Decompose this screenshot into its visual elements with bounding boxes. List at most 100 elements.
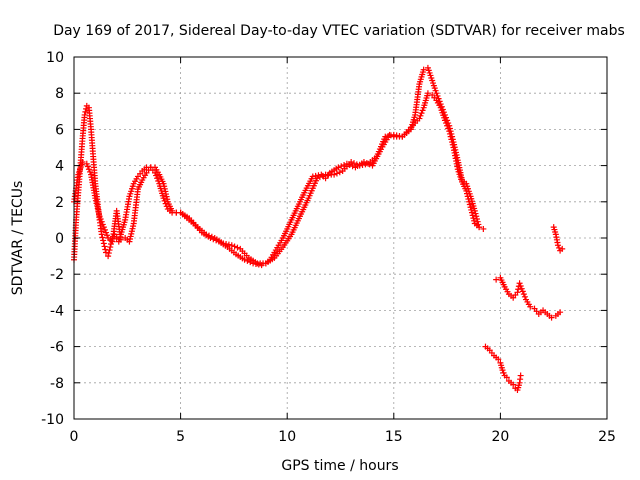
x-tick-label: 15 [385, 429, 403, 445]
data-point-marker [223, 241, 230, 248]
data-point-marker [160, 195, 167, 202]
data-point-marker [441, 117, 448, 124]
data-point-marker [518, 285, 525, 292]
data-point-marker [517, 282, 524, 289]
y-axis-label: SDTVAR / TECUs [10, 181, 26, 296]
data-point-marker [101, 243, 108, 250]
x-tick-label: 10 [278, 429, 296, 445]
data-point-marker [316, 174, 323, 181]
data-point-marker [359, 161, 366, 168]
data-point-marker [559, 245, 566, 252]
data-point-marker [169, 207, 176, 214]
data-point-marker [385, 133, 392, 140]
data-point-marker [515, 286, 522, 293]
data-point-marker [519, 288, 526, 295]
data-point-marker [527, 303, 534, 310]
x-tick-label: 20 [491, 429, 509, 445]
y-tick-label: 0 [55, 231, 64, 247]
data-point-marker [100, 240, 107, 247]
series-trace [71, 90, 483, 267]
y-tick-label: -6 [50, 340, 64, 356]
data-point-marker [106, 247, 113, 254]
data-point-marker [500, 369, 507, 376]
data-point-marker [493, 276, 500, 283]
data-point-marker [393, 132, 400, 139]
data-point-marker [419, 107, 426, 114]
data-point-marker [514, 289, 521, 296]
data-point-marker [420, 66, 427, 73]
data-point-marker [83, 105, 90, 112]
data-point-marker [469, 212, 476, 219]
data-point-marker [387, 132, 394, 139]
data-point-marker [98, 218, 105, 225]
data-point-marker [433, 90, 440, 97]
data-point-marker [338, 163, 345, 170]
data-point-marker [208, 233, 215, 240]
data-point-marker [99, 234, 106, 241]
grid-lines [74, 57, 607, 419]
data-point-marker [556, 244, 563, 251]
data-point-marker [447, 133, 454, 140]
data-point-marker [96, 213, 103, 220]
data-point-marker [499, 367, 506, 374]
data-point-marker [516, 280, 523, 287]
data-point-marker [241, 256, 248, 263]
data-point-marker [548, 314, 555, 321]
data-point-marker [105, 253, 112, 260]
data-point-marker [85, 166, 92, 173]
y-tick-label: -2 [50, 267, 64, 283]
data-point-marker [449, 139, 456, 146]
data-point-marker [480, 225, 487, 232]
data-point-marker [554, 242, 561, 249]
data-point-marker [356, 162, 363, 169]
data-point-marker [107, 244, 114, 251]
x-tick-label: 0 [70, 429, 79, 445]
data-point-marker [510, 381, 517, 388]
data-point-marker [113, 235, 120, 241]
data-point-marker [83, 160, 90, 167]
data-point-marker [434, 92, 441, 99]
y-tick-label: -4 [50, 303, 64, 319]
data-point-marker [97, 215, 104, 222]
data-point-marker [418, 110, 425, 117]
data-point-marker [470, 215, 477, 222]
data-point-marker [382, 133, 389, 140]
data-point-marker [446, 130, 453, 137]
data-point-marker [102, 249, 109, 256]
data-point-marker [86, 168, 93, 175]
data-point-marker [495, 356, 502, 363]
data-point-marker [517, 372, 524, 379]
data-point-marker [468, 206, 475, 213]
data-point-marker [444, 122, 451, 129]
data-point-marker [206, 232, 213, 239]
data-point-marker [152, 169, 159, 176]
data-point-marker [348, 158, 355, 165]
data-point-marker [319, 172, 326, 179]
x-tick-label: 25 [598, 429, 616, 445]
data-point-marker [464, 193, 471, 200]
data-point-marker [335, 164, 342, 171]
data-point-marker [98, 231, 105, 238]
data-point-marker [521, 293, 528, 300]
y-tick-label: 6 [55, 122, 64, 138]
data-point-marker [446, 128, 453, 135]
data-point-marker [105, 250, 112, 257]
data-points [71, 64, 566, 394]
data-point-marker [424, 90, 431, 97]
data-point-marker [416, 115, 423, 122]
data-point-marker [231, 243, 238, 250]
data-point-marker [100, 224, 107, 231]
data-point-marker [471, 217, 478, 224]
data-point-marker [463, 190, 470, 197]
data-point-marker [476, 224, 483, 231]
data-point-marker [153, 172, 160, 179]
series-trace [493, 274, 564, 321]
data-point-marker [467, 204, 474, 211]
data-point-marker [314, 175, 321, 182]
data-point-marker [102, 246, 109, 253]
x-axis-label: GPS time / hours [281, 458, 398, 474]
data-point-marker [101, 226, 108, 233]
data-point-marker [503, 374, 510, 381]
